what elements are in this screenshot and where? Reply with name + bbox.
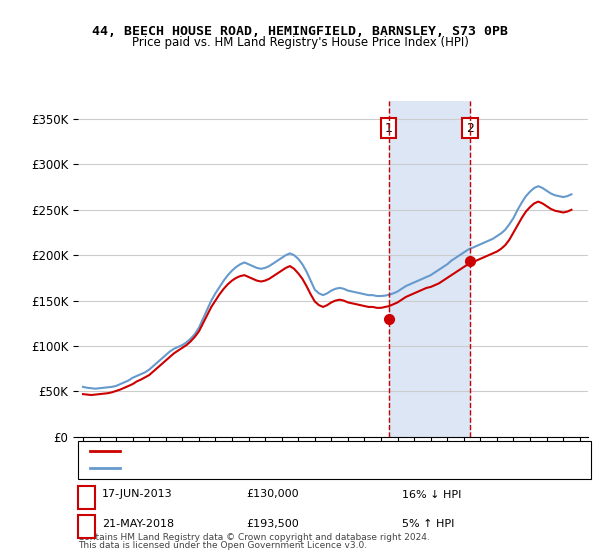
Text: 1: 1: [82, 488, 91, 501]
Text: 16% ↓ HPI: 16% ↓ HPI: [402, 489, 461, 500]
Text: 2: 2: [82, 517, 91, 530]
Text: 44, BEECH HOUSE ROAD, HEMINGFIELD, BARNSLEY, S73 0PB: 44, BEECH HOUSE ROAD, HEMINGFIELD, BARNS…: [92, 25, 508, 38]
Text: Price paid vs. HM Land Registry's House Price Index (HPI): Price paid vs. HM Land Registry's House …: [131, 36, 469, 49]
Text: Contains HM Land Registry data © Crown copyright and database right 2024.: Contains HM Land Registry data © Crown c…: [78, 533, 430, 542]
Text: 44, BEECH HOUSE ROAD, HEMINGFIELD, BARNSLEY, S73 0PB (detached house): 44, BEECH HOUSE ROAD, HEMINGFIELD, BARNS…: [126, 446, 514, 456]
Text: £193,500: £193,500: [246, 519, 299, 529]
Bar: [389, 101, 470, 437]
Text: 2: 2: [466, 122, 474, 134]
Text: HPI: Average price, detached house, Barnsley: HPI: Average price, detached house, Barn…: [126, 463, 349, 473]
Text: 21-MAY-2018: 21-MAY-2018: [102, 519, 174, 529]
Text: 17-JUN-2013: 17-JUN-2013: [102, 489, 173, 500]
Text: This data is licensed under the Open Government Licence v3.0.: This data is licensed under the Open Gov…: [78, 542, 367, 550]
Text: 5% ↑ HPI: 5% ↑ HPI: [402, 519, 454, 529]
Text: 1: 1: [385, 122, 392, 134]
Text: £130,000: £130,000: [246, 489, 299, 500]
